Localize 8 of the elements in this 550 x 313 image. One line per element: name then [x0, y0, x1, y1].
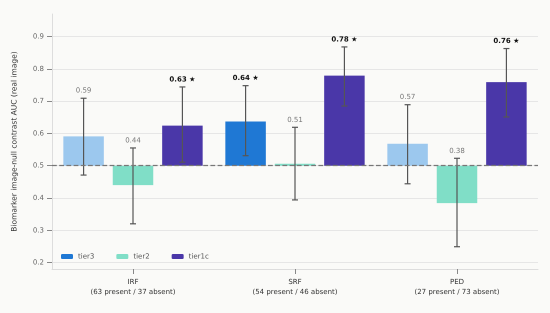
bar	[162, 126, 203, 166]
bar	[225, 121, 266, 166]
bar	[112, 166, 154, 186]
bar	[63, 136, 104, 166]
bar	[387, 144, 428, 166]
bar	[486, 82, 527, 166]
bar	[436, 166, 478, 204]
bar	[324, 76, 365, 166]
